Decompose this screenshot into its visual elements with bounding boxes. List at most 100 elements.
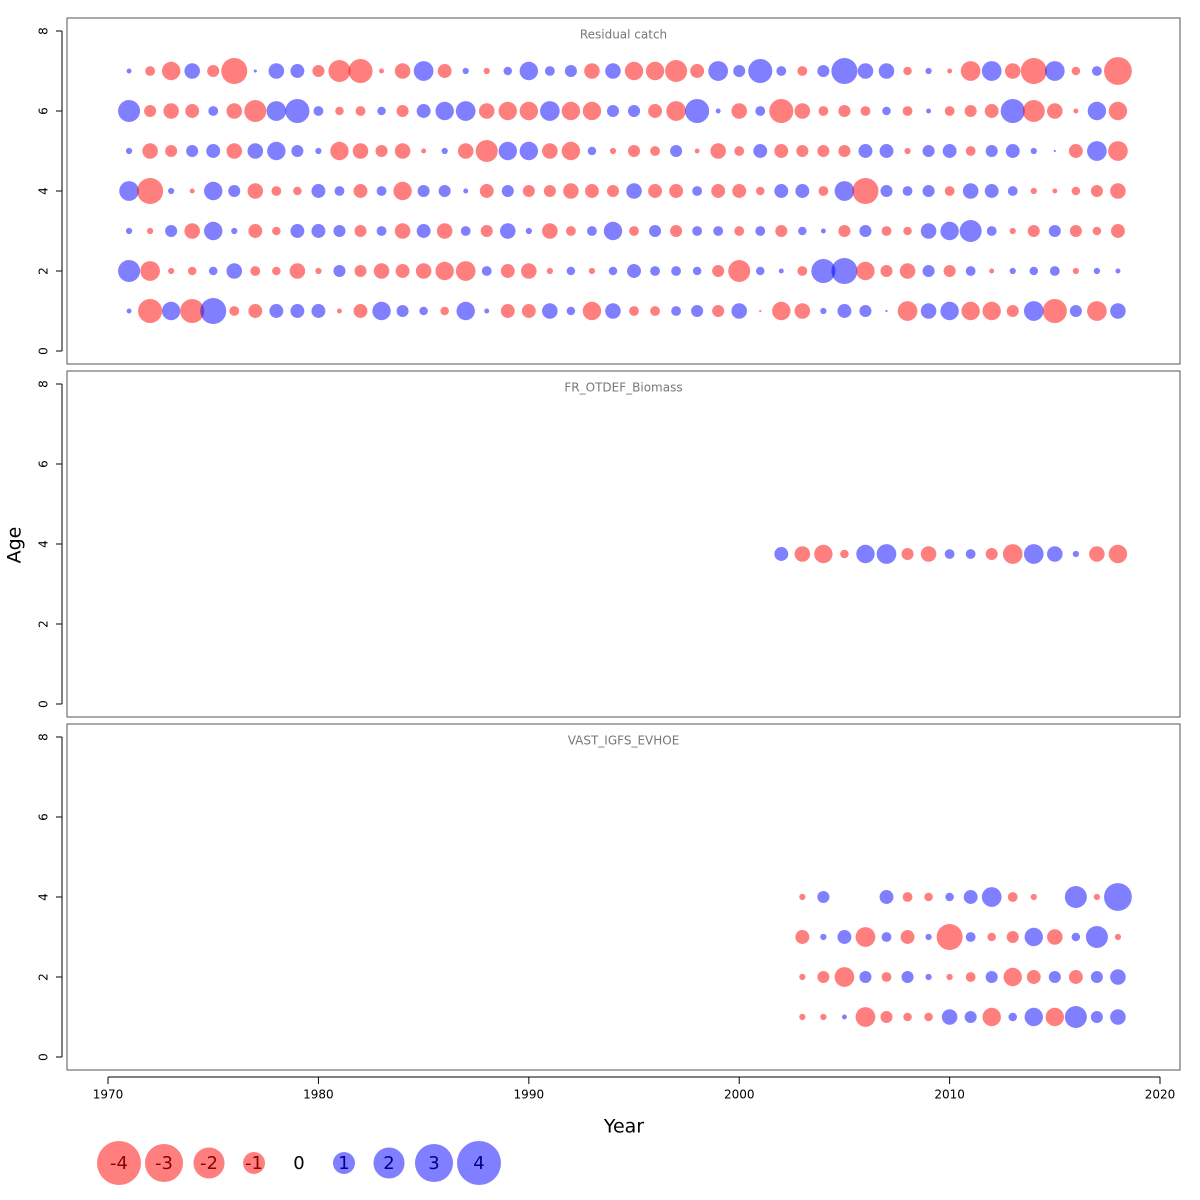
bubble [1108,101,1128,121]
bubble [900,930,915,944]
bubble [878,63,895,79]
bubble [1047,103,1063,119]
bubble [964,1010,977,1024]
bubble [415,263,432,279]
bubble [731,303,747,319]
bubble [435,261,454,281]
bubble [584,184,599,198]
legend-bubble [144,1143,184,1183]
bubble [394,143,411,159]
bubble [540,101,560,121]
bubble [291,144,304,158]
bubble [140,261,160,281]
bubble [627,264,641,278]
bubble [1087,101,1107,121]
bubble [947,68,953,74]
bubble [501,184,514,198]
bubble [1006,930,1019,944]
bubble [1048,224,1061,238]
bubble [456,301,475,321]
bubble [1072,267,1079,275]
bubble [561,141,581,161]
y-tick-label: 0 [37,700,51,708]
bubble [881,972,892,982]
bubble [817,890,830,904]
bubble [671,306,682,316]
bubble [902,186,913,196]
bubble [372,301,391,321]
bubble [1023,544,1044,564]
bubble [959,220,982,242]
bubble [880,184,893,198]
bubble [289,263,306,279]
legend-label: -1 [245,1153,263,1174]
bubble [333,224,346,238]
bubble [834,181,855,201]
bubble [962,183,979,199]
y-tick-label: 8 [37,380,51,388]
bubble [817,970,830,984]
bubble [1108,141,1128,161]
bubble [691,304,704,318]
bubble [903,1012,912,1022]
bubble [396,104,409,118]
bubble [774,144,789,158]
bubble [1072,550,1079,558]
bubble [985,970,998,984]
bubble [1110,1009,1126,1025]
bubble [290,224,305,238]
bubble [1115,268,1121,274]
bubble [348,58,373,84]
bubble [375,144,388,158]
bubble [248,224,263,238]
bubble [946,973,953,981]
bubble [650,146,660,156]
bubble [885,309,888,313]
bubble [924,1012,933,1022]
bubble [940,301,959,321]
bubble [943,264,956,278]
bubble [393,181,412,201]
bubble [609,147,617,155]
legend-label: -2 [200,1153,218,1174]
bubble [841,1014,847,1020]
bubble [231,227,238,235]
bubble [840,549,849,559]
bubble [185,104,200,118]
bubble [876,544,897,564]
y-tick-label: 0 [37,347,51,355]
bubble [1005,144,1020,158]
bubble [416,224,431,238]
bubble [669,184,684,198]
bubble [748,58,773,84]
bubble [925,67,932,75]
bubble [759,309,762,313]
bubble [146,227,154,235]
x-tick-label: 1970 [93,1088,124,1102]
bubble [455,101,476,121]
bubble [629,306,639,316]
bubble [1022,100,1045,122]
legend-bubble [193,1147,225,1179]
bubble [1003,967,1022,987]
bubble [734,146,745,156]
bubble [981,61,1002,81]
legend-bubble [243,1152,265,1174]
bubble [226,263,243,279]
bubble [142,143,158,159]
bubble [376,226,387,236]
bubble [1068,144,1083,158]
bubble [285,98,310,124]
bubble [565,226,576,236]
bubble [1068,970,1083,984]
bubble [920,303,937,319]
bubble [852,177,879,205]
bubble [837,930,852,944]
bubble [831,57,858,85]
bubble [901,547,914,561]
y-tick-label: 2 [37,973,51,981]
bubble [755,266,765,276]
bubble [421,148,427,154]
